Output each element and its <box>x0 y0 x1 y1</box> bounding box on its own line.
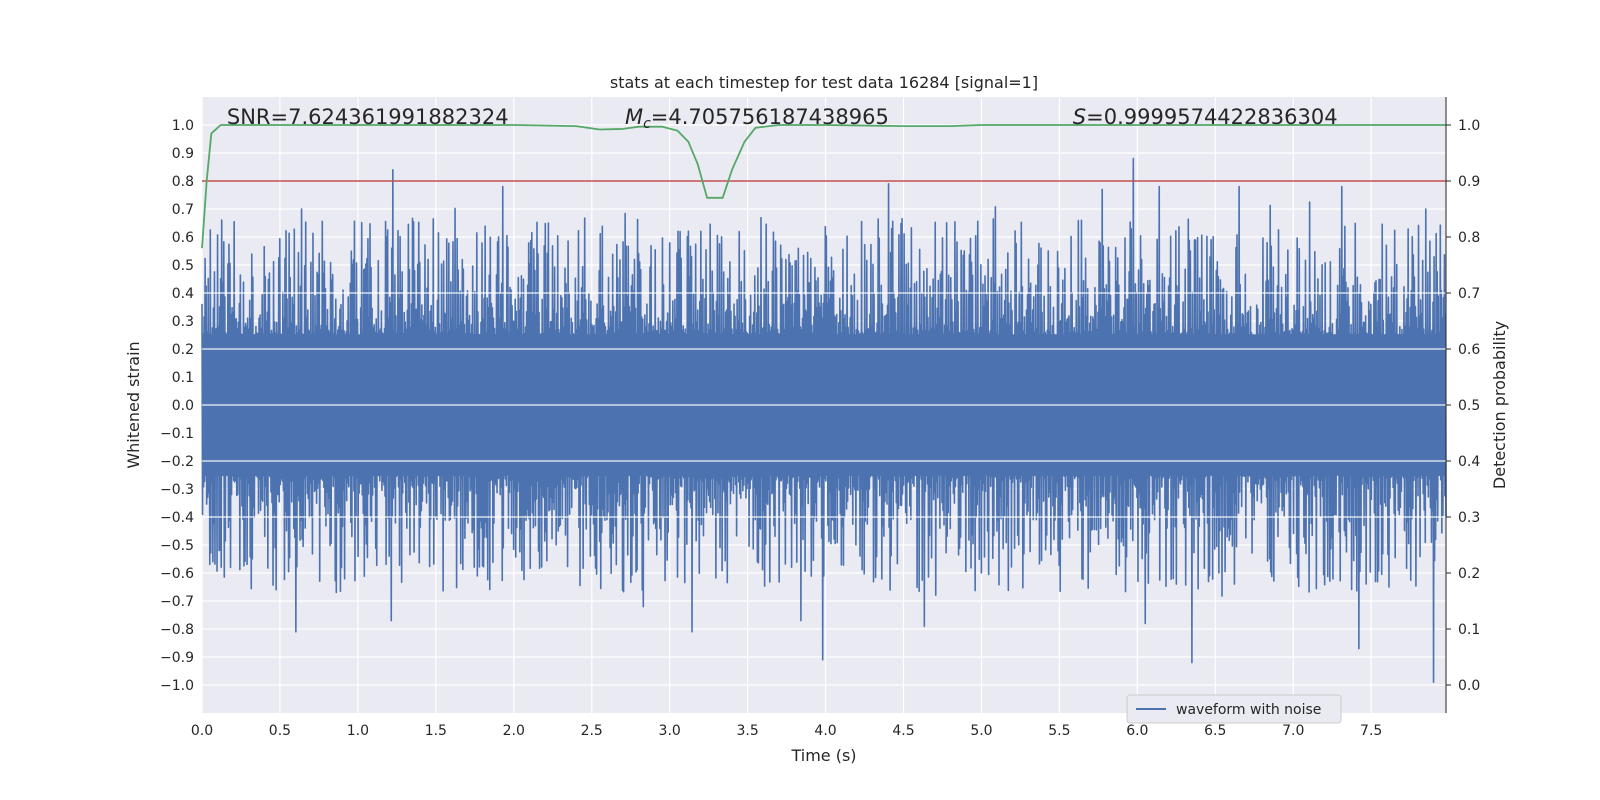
x-tick-label: 2.5 <box>581 723 603 739</box>
y2-tick-label: 0.3 <box>1458 510 1480 526</box>
y-tick-label: −0.4 <box>160 510 194 526</box>
stat-annotation: Mc=4.705756187438965 <box>625 105 889 132</box>
y2-tick-label: 1.0 <box>1458 118 1480 134</box>
waveform-series <box>201 157 1447 683</box>
y-tick-label: 1.0 <box>172 118 194 134</box>
x-tick-label: 5.5 <box>1048 723 1070 739</box>
y2-tick-label: 0.9 <box>1458 174 1480 190</box>
y2-tick-label: 0.5 <box>1458 398 1480 414</box>
x-tick-label: 6.5 <box>1204 723 1226 739</box>
y-tick-label: −0.8 <box>160 622 194 638</box>
y-tick-label: 0.7 <box>172 202 194 218</box>
x-tick-label: 4.5 <box>892 723 914 739</box>
x-tick-label: 0.5 <box>269 723 291 739</box>
y-tick-label: 0.3 <box>172 314 194 330</box>
x-tick-label: 0.0 <box>191 723 213 739</box>
y-tick-label: 0.5 <box>172 258 194 274</box>
y-tick-label: −0.9 <box>160 650 194 666</box>
y-tick-label: −1.0 <box>160 678 194 694</box>
x-tick-label: 5.0 <box>970 723 992 739</box>
x-tick-label: 7.5 <box>1360 723 1382 739</box>
y2-tick-label: 0.0 <box>1458 678 1480 694</box>
x-tick-label: 3.0 <box>659 723 681 739</box>
stat-annotation: S=0.9999574422836304 <box>1073 105 1338 129</box>
x-axis-label: Time (s) <box>790 746 856 765</box>
y-tick-label: 0.6 <box>172 230 194 246</box>
x-tick-label: 2.0 <box>503 723 525 739</box>
y2-tick-label: 0.8 <box>1458 230 1480 246</box>
y-tick-label: −0.2 <box>160 454 194 470</box>
y-axis-label: Whitened strain <box>124 341 143 468</box>
x-tick-label: 6.0 <box>1126 723 1148 739</box>
stat-annotations: SNR=7.624361991882324 Mc=4.70575618743896… <box>227 105 1338 132</box>
y2-tick-label: 0.6 <box>1458 342 1480 358</box>
chart-title: stats at each timestep for test data 162… <box>610 73 1038 92</box>
y-tick-label: 0.1 <box>172 370 194 386</box>
probability-series <box>201 124 1446 249</box>
y-tick-label: 0.2 <box>172 342 194 358</box>
legend: waveform with noise <box>1126 694 1342 724</box>
stat-annotation: SNR=7.624361991882324 <box>227 105 509 129</box>
x-tick-label: 1.5 <box>425 723 447 739</box>
x-tick-label: 3.5 <box>736 723 758 739</box>
y-tick-label: 0.8 <box>172 174 194 190</box>
legend-box <box>1126 694 1342 724</box>
y-tick-label: 0.4 <box>172 286 194 302</box>
y-tick-label: 0.9 <box>172 146 194 162</box>
legend-label: waveform with noise <box>1176 702 1321 718</box>
x-tick-label: 4.0 <box>814 723 836 739</box>
x-tick-label: 7.0 <box>1282 723 1304 739</box>
x-tick-label: 1.0 <box>347 723 369 739</box>
y2-axis-label: Detection probability <box>1490 321 1509 489</box>
y-tick-label: 0.0 <box>172 398 194 414</box>
probability-line <box>201 124 1446 249</box>
y2-tick-label: 0.4 <box>1458 454 1480 470</box>
y2-tick-label: 0.2 <box>1458 566 1480 582</box>
y-tick-label: −0.5 <box>160 538 194 554</box>
y-tick-label: −0.1 <box>160 426 194 442</box>
y2-tick-label: 0.1 <box>1458 622 1480 638</box>
axes: 0.0 0.5 1.0 1.5 2.0 2.5 3.0 3.5 4.0 4.5 5.0 5.5 6.0 6… <box>160 97 1480 739</box>
y2-tick-label: 0.7 <box>1458 286 1480 302</box>
y-tick-label: −0.6 <box>160 566 194 582</box>
y-tick-label: −0.3 <box>160 482 194 498</box>
y-tick-label: −0.7 <box>160 594 194 610</box>
